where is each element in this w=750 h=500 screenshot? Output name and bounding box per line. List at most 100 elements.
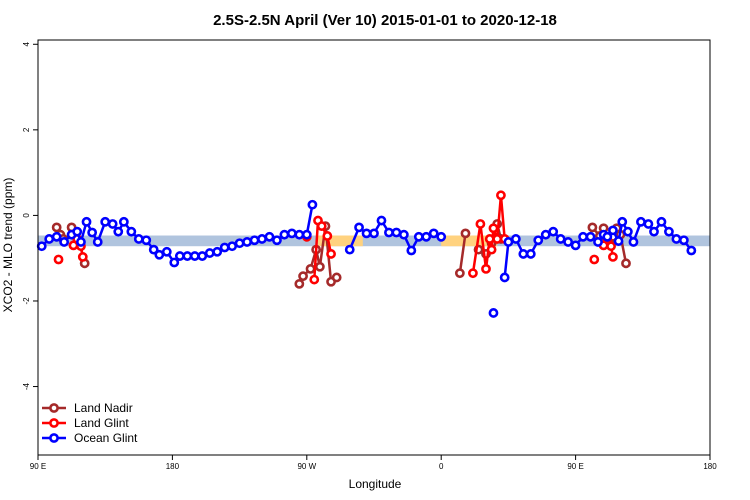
data-point-ocean-glint — [212, 246, 223, 257]
data-point-ocean-glint — [174, 251, 185, 261]
data-point-land-glint — [326, 249, 336, 259]
data-point-land-glint — [486, 244, 497, 255]
data-point-ocean-glint — [503, 237, 514, 247]
data-point-ocean-glint — [436, 231, 447, 242]
series-layer — [36, 190, 697, 318]
ocean-band — [38, 235, 710, 247]
y-tick-label: 0 — [22, 213, 31, 218]
data-point-ocean-glint — [87, 227, 98, 238]
data-point-ocean-glint — [59, 237, 70, 247]
data-point-ocean-glint — [76, 237, 86, 247]
data-point-land-glint — [492, 234, 503, 244]
data-point-land-glint — [468, 268, 478, 279]
chart-title: 2.5S-2.5N April (Ver 10) 2015-01-01 to 2… — [213, 12, 557, 29]
data-point-ocean-glint — [100, 216, 111, 227]
data-point-ocean-glint — [197, 251, 208, 261]
data-point-ocean-glint — [272, 235, 282, 246]
y-tick-label: 2 — [22, 127, 31, 132]
x-axis: 90 E 180 90 W 0 90 E 180 — [30, 455, 717, 471]
x-tick-label: 90 W — [297, 462, 316, 471]
data-point-land-glint — [316, 221, 327, 232]
y-axis-label: XCO2 - MLO trend (ppm) — [1, 178, 15, 313]
data-point-ocean-glint — [384, 227, 394, 238]
data-point-ocean-glint — [219, 242, 230, 253]
data-point-land-glint — [322, 231, 333, 241]
series-line-land-nadir — [458, 233, 467, 274]
data-point-ocean-glint — [608, 225, 618, 236]
y-axis: -4 -2 0 2 4 — [22, 42, 38, 390]
data-point-land-nadir — [331, 272, 342, 283]
data-point-ocean-glint — [72, 226, 83, 237]
data-point-ocean-glint — [107, 219, 118, 229]
data-point-ocean-glint — [279, 229, 290, 240]
data-point-ocean-glint — [234, 238, 245, 249]
data-point-ocean-glint — [286, 228, 297, 239]
series-land-nadir — [51, 219, 631, 289]
x-tick-label: 180 — [166, 462, 180, 471]
data-point-ocean-glint — [354, 222, 364, 233]
data-point-ocean-glint — [154, 249, 165, 260]
legend-swatch-marker — [49, 418, 59, 428]
y-tick-label: 4 — [22, 42, 31, 47]
land-band-2 — [441, 235, 498, 247]
data-point-ocean-glint — [686, 245, 697, 256]
data-point-ocean-glint — [499, 272, 510, 283]
data-point-ocean-glint — [81, 216, 92, 227]
data-point-ocean-glint — [664, 226, 674, 237]
data-point-ocean-glint — [257, 234, 267, 244]
x-tick-label: 90 E — [30, 462, 46, 471]
data-point-land-nadir — [294, 278, 305, 289]
data-point-ocean-glint — [126, 226, 137, 237]
data-point-ocean-glint — [525, 249, 536, 259]
data-point-land-glint — [589, 254, 600, 265]
data-point-ocean-glint — [307, 199, 318, 210]
data-point-ocean-glint — [643, 219, 654, 229]
data-point-land-glint — [496, 190, 506, 201]
data-point-ocean-glint — [533, 235, 544, 246]
data-point-ocean-glint — [593, 237, 603, 247]
land-band-1 — [318, 235, 363, 247]
data-point-land-nadir — [314, 261, 325, 272]
data-point-ocean-glint — [406, 245, 417, 256]
data-point-ocean-glint — [540, 229, 551, 240]
data-point-land-glint — [309, 274, 320, 285]
data-point-land-glint — [488, 223, 499, 234]
data-point-ocean-glint — [421, 231, 432, 242]
data-point-ocean-glint — [301, 229, 312, 240]
data-point-ocean-glint — [92, 237, 103, 247]
data-point-ocean-glint — [113, 226, 124, 237]
data-point-ocean-glint — [656, 216, 667, 227]
data-point-land-nadir — [454, 268, 465, 279]
data-point-ocean-glint — [578, 231, 588, 242]
data-point-land-nadir — [621, 258, 631, 269]
data-point-ocean-glint — [51, 231, 62, 242]
legend-label: Land Nadir — [74, 401, 133, 415]
data-point-ocean-glint — [141, 235, 152, 246]
data-point-ocean-glint — [518, 249, 529, 259]
data-point-ocean-glint — [617, 216, 628, 227]
data-point-ocean-glint — [376, 215, 387, 226]
data-point-ocean-glint — [398, 229, 409, 240]
data-point-ocean-glint — [671, 234, 682, 244]
data-point-ocean-glint — [249, 235, 260, 246]
data-point-land-glint — [484, 234, 495, 244]
data-point-ocean-glint — [227, 241, 238, 252]
data-point-ocean-glint — [118, 216, 129, 227]
data-point-ocean-glint — [148, 244, 159, 255]
data-point-ocean-glint — [555, 234, 566, 244]
legend-item-land-glint: Land Glint — [42, 416, 129, 430]
data-point-ocean-glint — [563, 237, 574, 247]
legend-item-ocean-glint: Ocean Glint — [42, 431, 138, 445]
data-point-ocean-glint — [622, 226, 633, 237]
y-tick-label: -2 — [22, 297, 31, 305]
data-point-land-nadir — [305, 263, 316, 274]
series-ocean-glint — [36, 199, 697, 318]
x-tick-label: 90 E — [567, 462, 583, 471]
legend-swatch-marker — [49, 433, 59, 443]
data-point-ocean-glint — [44, 234, 55, 244]
data-point-land-nadir — [298, 271, 308, 282]
data-point-ocean-glint — [264, 231, 275, 242]
bands-layer — [38, 235, 710, 247]
x-tick-label: 180 — [703, 462, 717, 471]
